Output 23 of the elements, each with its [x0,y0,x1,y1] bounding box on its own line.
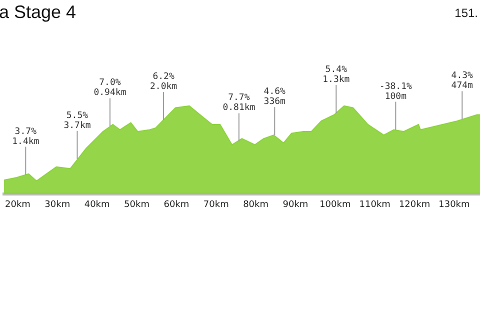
annotation: 4.3% 474m [451,71,474,92]
x-tick-label: 90km [282,200,308,210]
x-tick-label: 120km [398,200,430,210]
x-tick-label: 30km [44,200,70,210]
x-tick-label: 100km [320,200,351,210]
annotation: -38.1% 100m [379,82,413,102]
x-tick-label: 50km [124,200,150,210]
x-tick-label: 130km [438,200,470,210]
annotation: 7.7% 0.81km [222,93,256,114]
x-tick-label: 70km [203,200,229,210]
annotation: 3.7% 1.4km [12,126,40,147]
x-tick-label: 60km [164,200,190,210]
annotation: 5.5% 3.7km [64,110,91,131]
annotation: 4.6% 336m [264,87,286,108]
annotation: 5.4% 1.3km [322,64,350,85]
annotation: 6.2% 2.0km [150,72,178,92]
x-tick-label: 20km [4,200,30,210]
annotation: 7.0% 0.94km [94,78,126,98]
x-tick-label: 110km [359,200,390,210]
x-tick-label: 80km [243,200,269,210]
x-tick-label: 40km [84,200,110,210]
chart-title: a Stage 4 [0,2,76,23]
text: 151. [454,6,478,20]
